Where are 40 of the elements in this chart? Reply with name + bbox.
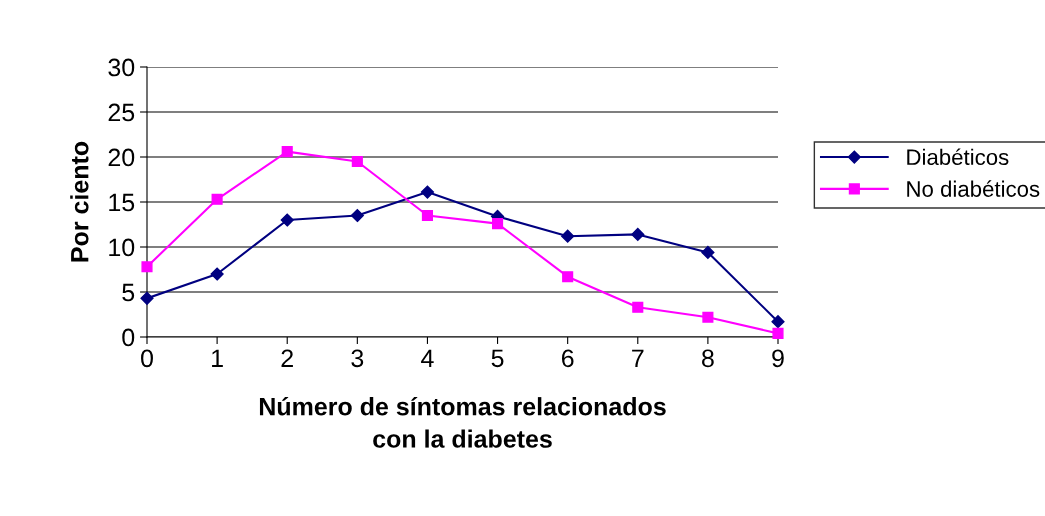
point [211, 193, 223, 205]
point [351, 155, 363, 168]
y-tick-label: 0 [122, 328, 135, 347]
point [140, 291, 154, 305]
point [421, 209, 434, 222]
y-tick-label: 5 [122, 283, 135, 302]
point [561, 229, 575, 243]
x-tick-label: 0 [141, 349, 153, 368]
x-tick-label: 9 [772, 349, 784, 368]
y-tick-label: 25 [108, 103, 135, 122]
point [772, 327, 784, 339]
point [701, 245, 715, 259]
x-tick-label: 2 [281, 349, 293, 367]
x-tick-label: 7 [632, 349, 644, 367]
y-tick-label: 10 [109, 238, 135, 257]
legend-label: Diabéticos [907, 148, 1009, 166]
x-tick-label: 4 [421, 349, 434, 367]
point [141, 261, 153, 273]
point [280, 213, 294, 227]
x-tick-label: 8 [702, 349, 714, 368]
point [350, 208, 364, 223]
point [631, 227, 645, 241]
y-tick-label: 20 [108, 148, 135, 167]
x-tick-label: 5 [491, 349, 504, 368]
point [771, 315, 785, 329]
point [281, 146, 293, 158]
point [562, 271, 574, 283]
point [632, 301, 644, 313]
point [210, 267, 224, 281]
x-axis-title: Número de síntomas relacionados con la diabetes [259, 396, 666, 448]
x-tick-label: 1 [212, 349, 223, 367]
x-tick-label: 6 [561, 349, 574, 368]
y-tick-label: 15 [109, 193, 135, 212]
point [702, 311, 714, 323]
legend-label: No diabéticos [907, 180, 1040, 197]
y-axis-title: Por ciento [70, 141, 89, 262]
y-tick-label: 30 [108, 58, 135, 77]
x-tick-label: 3 [351, 349, 364, 368]
point [491, 218, 504, 230]
point [420, 185, 435, 199]
